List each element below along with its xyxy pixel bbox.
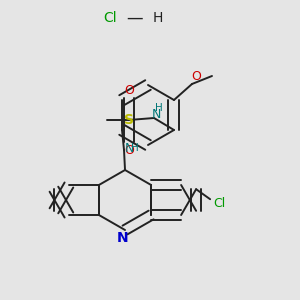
Text: N: N <box>151 109 161 122</box>
Text: Cl: Cl <box>213 197 225 210</box>
Text: O: O <box>191 70 201 83</box>
Text: H: H <box>131 143 139 153</box>
Text: N: N <box>117 231 129 245</box>
Text: H: H <box>153 11 163 25</box>
Text: H: H <box>155 103 163 113</box>
Text: Cl: Cl <box>103 11 117 25</box>
Text: S: S <box>124 113 134 127</box>
Text: N: N <box>125 142 134 155</box>
Text: O: O <box>124 143 134 157</box>
Text: —: — <box>127 9 143 27</box>
Text: O: O <box>124 83 134 97</box>
